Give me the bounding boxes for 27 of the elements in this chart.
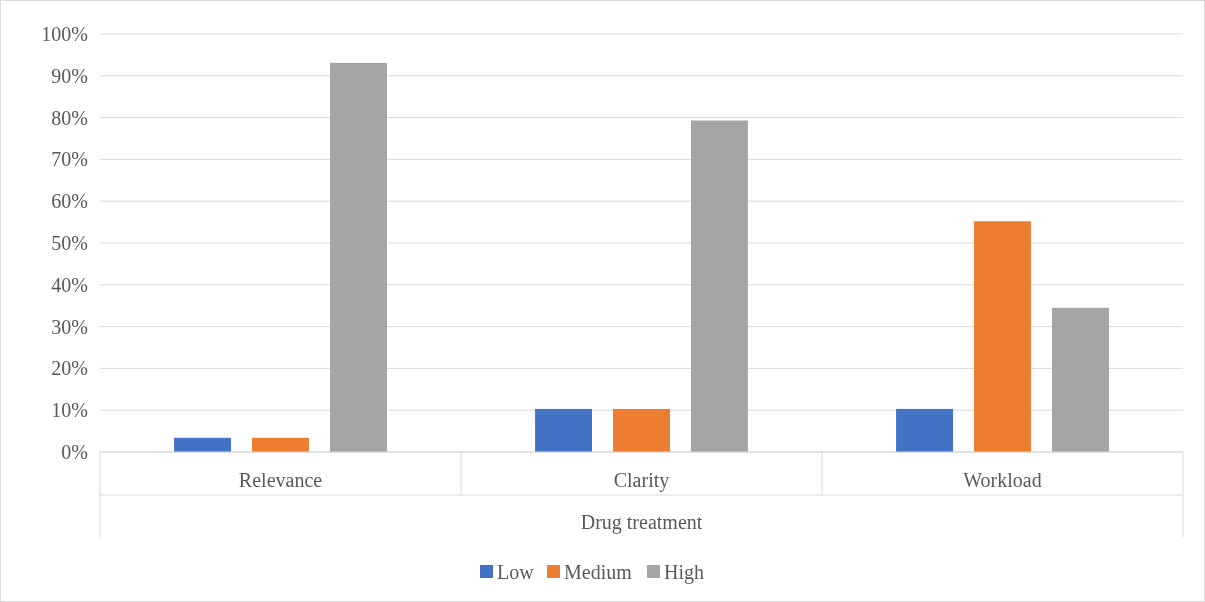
bar — [974, 221, 1031, 452]
bar — [1052, 307, 1109, 452]
legend-label: Medium — [564, 561, 633, 583]
y-tick-label: 40% — [51, 273, 88, 296]
y-tick-label: 50% — [51, 232, 88, 254]
x-tick-label: Workload — [963, 469, 1042, 491]
x-axis-title: Drug treatment — [580, 511, 703, 534]
y-tick-label: 80% — [51, 106, 88, 129]
x-tick-label: Relevance — [238, 469, 323, 491]
y-tick-label: 60% — [51, 190, 88, 213]
y-tick-label: 0% — [61, 441, 88, 463]
bar — [896, 408, 953, 452]
bar — [330, 62, 387, 452]
legend-label: High — [664, 561, 704, 584]
y-tick-label: 30% — [51, 315, 88, 338]
y-tick-label: 100% — [41, 23, 88, 45]
bar — [613, 408, 670, 452]
bar — [691, 120, 748, 452]
y-tick-label: 10% — [51, 399, 88, 422]
y-tick-label: 90% — [51, 64, 88, 87]
legend-label: Low — [497, 561, 535, 583]
bar — [535, 408, 592, 452]
x-tick-label: Clarity — [613, 469, 670, 492]
y-tick-label: 20% — [51, 357, 88, 380]
bar — [252, 437, 309, 452]
y-tick-label: 70% — [51, 148, 88, 171]
bar — [174, 437, 231, 452]
